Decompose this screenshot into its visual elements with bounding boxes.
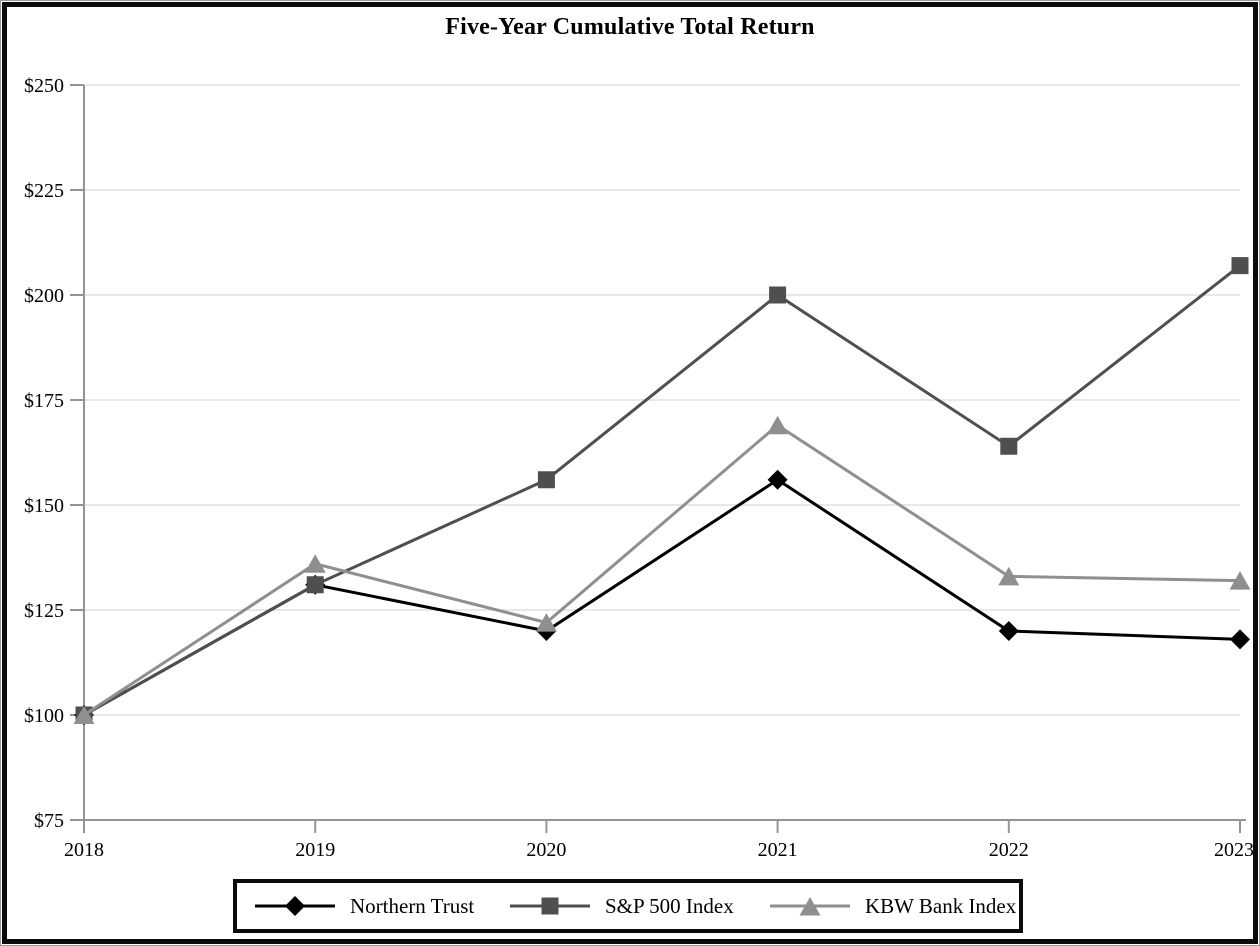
x-axis-label: 2020 bbox=[526, 839, 566, 861]
square-marker-icon bbox=[306, 576, 324, 594]
legend-label-sp500: S&P 500 Index bbox=[605, 893, 734, 918]
square-marker-icon bbox=[1000, 437, 1018, 455]
y-axis-label: $75 bbox=[34, 810, 64, 832]
legend: Northern Trust S&P 500 Index KBW Bank In… bbox=[233, 879, 1023, 933]
chart-title: Five-Year Cumulative Total Return bbox=[445, 14, 815, 40]
triangle-marker-icon bbox=[998, 566, 1020, 586]
triangle-marker-icon bbox=[770, 897, 850, 916]
y-axis-label: $225 bbox=[24, 180, 64, 202]
legend-item-kbw: KBW Bank Index bbox=[768, 883, 1016, 929]
y-axis-label: $100 bbox=[24, 705, 64, 727]
triangle-marker-icon bbox=[73, 705, 95, 724]
y-axis-label: $175 bbox=[24, 390, 64, 412]
series-line-kbw-bank-index bbox=[83, 423, 1241, 717]
diamond-marker-icon bbox=[1230, 629, 1250, 650]
x-axis-label: 2023 bbox=[1214, 839, 1254, 861]
square-marker-icon bbox=[537, 471, 555, 489]
series-line-northern-trust bbox=[83, 478, 1241, 717]
triangle-marker-icon bbox=[767, 415, 789, 435]
square-marker-icon bbox=[769, 286, 787, 304]
y-axis-label: $200 bbox=[24, 285, 64, 307]
x-axis-label: 2018 bbox=[64, 839, 104, 861]
legend-item-sp500: S&P 500 Index bbox=[508, 883, 734, 929]
y-axis-label: $150 bbox=[24, 495, 64, 517]
diamond-marker-icon bbox=[998, 621, 1019, 641]
y-axis-label: $125 bbox=[24, 600, 64, 622]
legend-item-northern-trust: Northern Trust bbox=[253, 883, 474, 929]
triangle-marker-icon bbox=[304, 554, 326, 573]
diamond-marker-icon bbox=[255, 896, 335, 916]
legend-label-kbw: KBW Bank Index bbox=[865, 893, 1017, 918]
x-axis-label: 2019 bbox=[295, 839, 335, 861]
series-line-s-p-500-index bbox=[83, 264, 1241, 717]
triangle-marker-icon bbox=[535, 613, 557, 632]
y-axis-label: $250 bbox=[24, 75, 64, 97]
x-axis-label: 2021 bbox=[758, 839, 798, 861]
square-marker-icon bbox=[510, 897, 590, 915]
legend-label-northern-trust: Northern Trust bbox=[350, 893, 475, 918]
square-marker-icon bbox=[1231, 257, 1249, 275]
x-axis-label: 2022 bbox=[989, 839, 1029, 861]
triangle-marker-icon bbox=[1229, 571, 1251, 590]
diamond-marker-icon bbox=[767, 469, 788, 490]
